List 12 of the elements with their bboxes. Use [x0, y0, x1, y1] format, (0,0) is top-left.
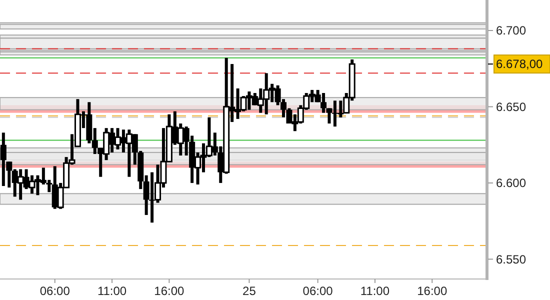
y-tick-label: 6.650	[496, 100, 526, 114]
x-tick-label: 11:00	[360, 284, 390, 298]
y-tick-label: 6.700	[496, 24, 526, 38]
text: 6.678,00	[496, 57, 544, 72]
x-tick-label: 11:00	[97, 284, 127, 298]
y-tick-label: 6.550	[496, 252, 526, 266]
x-tick-label: 06:00	[40, 284, 70, 298]
y-tick-label: 6.600	[496, 176, 526, 190]
x-tick-label: 16:00	[154, 284, 185, 298]
x-tick-label: 06:00	[302, 284, 334, 298]
x-tick-label: 25	[242, 284, 256, 298]
x-tick-label: 16:00	[417, 284, 448, 298]
